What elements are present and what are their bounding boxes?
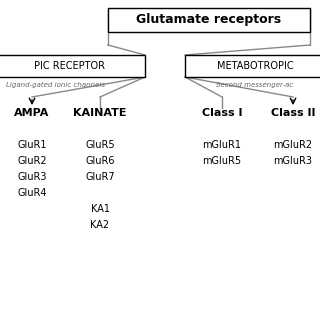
Text: KA2: KA2 — [91, 220, 109, 230]
Text: Class II: Class II — [271, 108, 315, 118]
Text: mGluR3: mGluR3 — [274, 156, 313, 166]
Bar — [108, 8, 310, 32]
Text: GluR6: GluR6 — [85, 156, 115, 166]
Text: AMPA: AMPA — [14, 108, 50, 118]
Text: Glutamate receptors: Glutamate receptors — [136, 13, 282, 27]
Text: Second messenger-ac: Second messenger-ac — [216, 82, 293, 88]
Text: KA1: KA1 — [91, 204, 109, 214]
Text: mGluR5: mGluR5 — [203, 156, 242, 166]
Text: GluR4: GluR4 — [17, 188, 47, 198]
Text: Class I: Class I — [202, 108, 242, 118]
Bar — [185, 55, 320, 77]
Text: mGluR1: mGluR1 — [203, 140, 242, 150]
Text: GluR1: GluR1 — [17, 140, 47, 150]
Text: mGluR2: mGluR2 — [273, 140, 313, 150]
Text: METABOTROPIC: METABOTROPIC — [217, 61, 293, 71]
Text: Ligand-gated ionic channels: Ligand-gated ionic channels — [5, 82, 105, 88]
Text: GluR5: GluR5 — [85, 140, 115, 150]
Text: KAINATE: KAINATE — [73, 108, 127, 118]
Bar — [0, 55, 145, 77]
Text: GluR2: GluR2 — [17, 156, 47, 166]
Text: PIC RECEPTOR: PIC RECEPTOR — [35, 61, 106, 71]
Text: GluR7: GluR7 — [85, 172, 115, 182]
Text: GluR3: GluR3 — [17, 172, 47, 182]
